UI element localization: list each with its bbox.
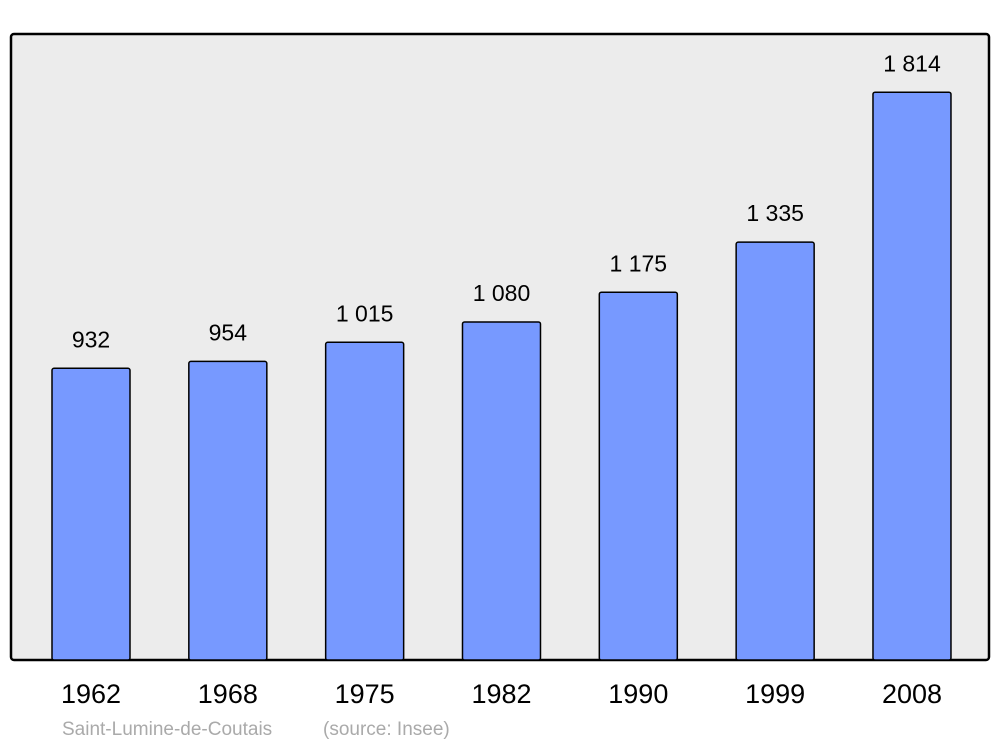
bar xyxy=(461,321,542,661)
x-tick-label: 1990 xyxy=(608,679,668,709)
x-tick-label: 1962 xyxy=(61,679,121,709)
x-tick-label: 2008 xyxy=(882,679,942,709)
value-label: 1 080 xyxy=(473,280,531,306)
value-label: 1 175 xyxy=(610,250,668,276)
bar xyxy=(188,360,268,661)
value-label: 1 814 xyxy=(883,50,941,76)
x-tick-label: 1975 xyxy=(335,679,395,709)
value-label: 1 335 xyxy=(746,200,804,226)
bar xyxy=(872,91,952,661)
value-label: 932 xyxy=(72,326,110,352)
source: (source: Insee) xyxy=(323,719,450,740)
x-tick-label: 1999 xyxy=(745,679,805,709)
bar xyxy=(324,341,405,661)
x-tick-label: 1968 xyxy=(198,679,258,709)
value-label: 954 xyxy=(209,319,248,345)
x-tick-label: 1982 xyxy=(471,679,531,709)
bar xyxy=(51,367,131,661)
value-label: 1 015 xyxy=(336,300,394,326)
caption: Saint-Lumine-de-Coutais xyxy=(62,719,272,740)
bar xyxy=(735,241,815,661)
bar xyxy=(598,291,679,661)
